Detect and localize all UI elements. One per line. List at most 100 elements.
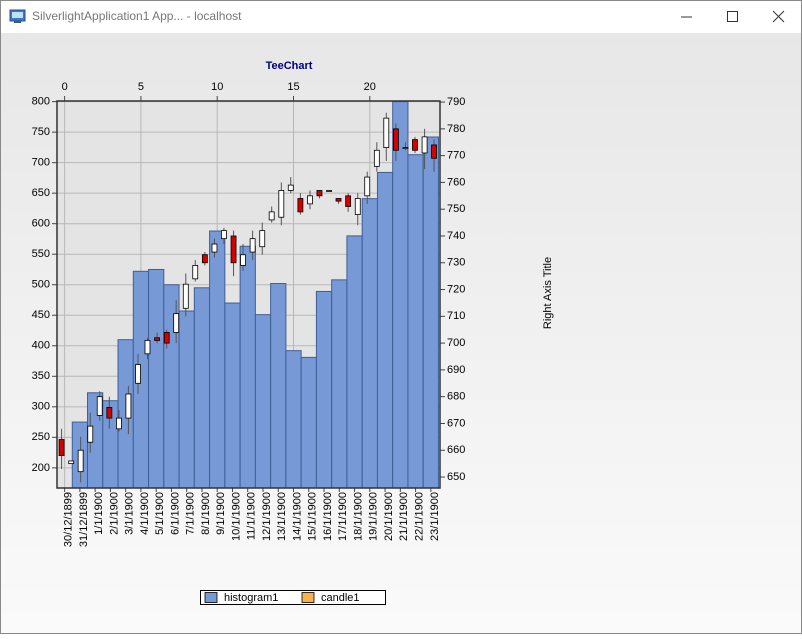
x-category-label: 20/1/1900 bbox=[383, 492, 395, 541]
x-category-label: 22/1/1900 bbox=[413, 492, 425, 541]
x-category-label: 9/1/1900 bbox=[215, 492, 227, 535]
candle-body bbox=[383, 117, 390, 149]
x-category-label: 12/1/1900 bbox=[261, 492, 273, 541]
candle-body bbox=[173, 313, 180, 333]
histogram-bar bbox=[270, 283, 287, 488]
histogram-bar bbox=[346, 235, 363, 488]
y2-tick-label: 660 bbox=[447, 444, 465, 456]
candle-body bbox=[335, 198, 342, 202]
x-category-label: 16/1/1900 bbox=[322, 492, 334, 541]
y-tick-label: 800 bbox=[32, 96, 50, 108]
histogram-bar bbox=[209, 230, 226, 488]
y2-tick-label: 730 bbox=[447, 257, 465, 269]
candle-body bbox=[135, 364, 141, 384]
candle-body bbox=[345, 195, 352, 207]
candles bbox=[58, 112, 437, 483]
candle-body bbox=[106, 406, 113, 419]
x-category-label: 10/1/1900 bbox=[230, 492, 242, 541]
candle-body bbox=[278, 190, 285, 218]
x-category-label: 1/1/1900 bbox=[93, 492, 105, 535]
candle-body bbox=[221, 230, 227, 240]
histogram-bar bbox=[239, 245, 256, 488]
y2-tick-label: 740 bbox=[447, 230, 465, 242]
app-icon bbox=[9, 9, 26, 23]
x-category-label: 23/1/1900 bbox=[429, 492, 441, 541]
y2-tick-label: 750 bbox=[447, 203, 465, 215]
x-tick-label: 0 bbox=[62, 81, 68, 93]
chart-title: TeeChart bbox=[266, 60, 313, 72]
histogram-bar bbox=[178, 310, 195, 488]
y-tick-label: 500 bbox=[32, 279, 50, 291]
maximize-button[interactable] bbox=[727, 11, 738, 22]
candle-body bbox=[201, 254, 208, 264]
candle-body bbox=[96, 396, 103, 416]
x-category-label: 18/1/1900 bbox=[352, 492, 364, 541]
candle-body bbox=[58, 439, 65, 456]
candle-body bbox=[316, 190, 323, 197]
x-tick-label: 15 bbox=[287, 81, 299, 93]
candle-body bbox=[192, 265, 199, 280]
legend bbox=[200, 590, 386, 605]
y2-tick-label: 770 bbox=[447, 150, 465, 162]
x-category-label: 8/1/1900 bbox=[200, 492, 212, 535]
y2-tick-label: 720 bbox=[447, 283, 465, 295]
x-tick-label: 5 bbox=[138, 81, 144, 93]
y2-tick-label: 710 bbox=[447, 310, 465, 322]
y-tick-label: 350 bbox=[32, 370, 50, 382]
histogram-bar bbox=[392, 101, 409, 488]
histogram-bar bbox=[331, 279, 348, 488]
candle-body bbox=[421, 136, 428, 154]
x-tick-label: 10 bbox=[211, 81, 223, 93]
x-category-label: 21/1/1900 bbox=[398, 492, 410, 541]
histogram-bar bbox=[407, 154, 424, 488]
y2-tick-label: 700 bbox=[447, 337, 465, 349]
axis-frame bbox=[56, 100, 441, 489]
candle-body bbox=[125, 393, 132, 419]
histogram-bar bbox=[285, 350, 302, 488]
y-tick-label: 200 bbox=[32, 462, 50, 474]
y2-tick-label: 670 bbox=[447, 417, 465, 429]
candle-body bbox=[230, 235, 237, 264]
y2-tick-label: 790 bbox=[447, 96, 465, 108]
y2-tick-label: 690 bbox=[447, 364, 465, 376]
candle-body bbox=[249, 238, 256, 253]
candle-body bbox=[287, 184, 294, 191]
x-category-label: 19/1/1900 bbox=[368, 492, 380, 541]
x-category-label: 31/12/1899 bbox=[78, 492, 90, 547]
candle-body bbox=[259, 230, 266, 248]
x-tick-label: 20 bbox=[364, 81, 376, 93]
histogram-bar bbox=[224, 302, 241, 488]
window-title: SilverlightApplication1 App... - localho… bbox=[32, 9, 242, 23]
legend-swatch bbox=[301, 592, 315, 603]
candle-body bbox=[154, 337, 160, 341]
x-category-label: 30/12/1899 bbox=[63, 492, 75, 547]
histogram-bar bbox=[422, 136, 439, 488]
candle-body bbox=[354, 198, 361, 215]
y-tick-label: 700 bbox=[32, 157, 50, 169]
candle-body bbox=[373, 149, 380, 167]
histogram-bar bbox=[376, 171, 394, 488]
histogram-bar bbox=[193, 287, 211, 488]
x-category-label: 7/1/1900 bbox=[185, 492, 197, 535]
y-tick-label: 750 bbox=[32, 126, 50, 138]
x-category-label: 4/1/1900 bbox=[139, 492, 151, 535]
candle-body bbox=[402, 147, 409, 150]
candle-body bbox=[240, 254, 246, 266]
y-tick-label: 400 bbox=[32, 340, 50, 352]
x-category-label: 13/1/1900 bbox=[276, 492, 288, 541]
axes: 2002503003504004505005506006507007508006… bbox=[32, 81, 466, 547]
x-category-label: 3/1/1900 bbox=[124, 492, 136, 535]
candle-body bbox=[393, 128, 399, 151]
x-category-label: 6/1/1900 bbox=[169, 492, 181, 535]
candle-body bbox=[307, 195, 313, 205]
histogram bbox=[57, 101, 439, 488]
close-button[interactable] bbox=[772, 10, 785, 23]
histogram-bar bbox=[254, 314, 272, 488]
y2-tick-label: 650 bbox=[447, 471, 465, 483]
candle-body bbox=[268, 211, 275, 221]
candle-body bbox=[87, 425, 94, 443]
candle-body bbox=[163, 331, 170, 344]
x-category-label: 17/1/1900 bbox=[337, 492, 349, 541]
histogram-bar bbox=[148, 268, 165, 488]
